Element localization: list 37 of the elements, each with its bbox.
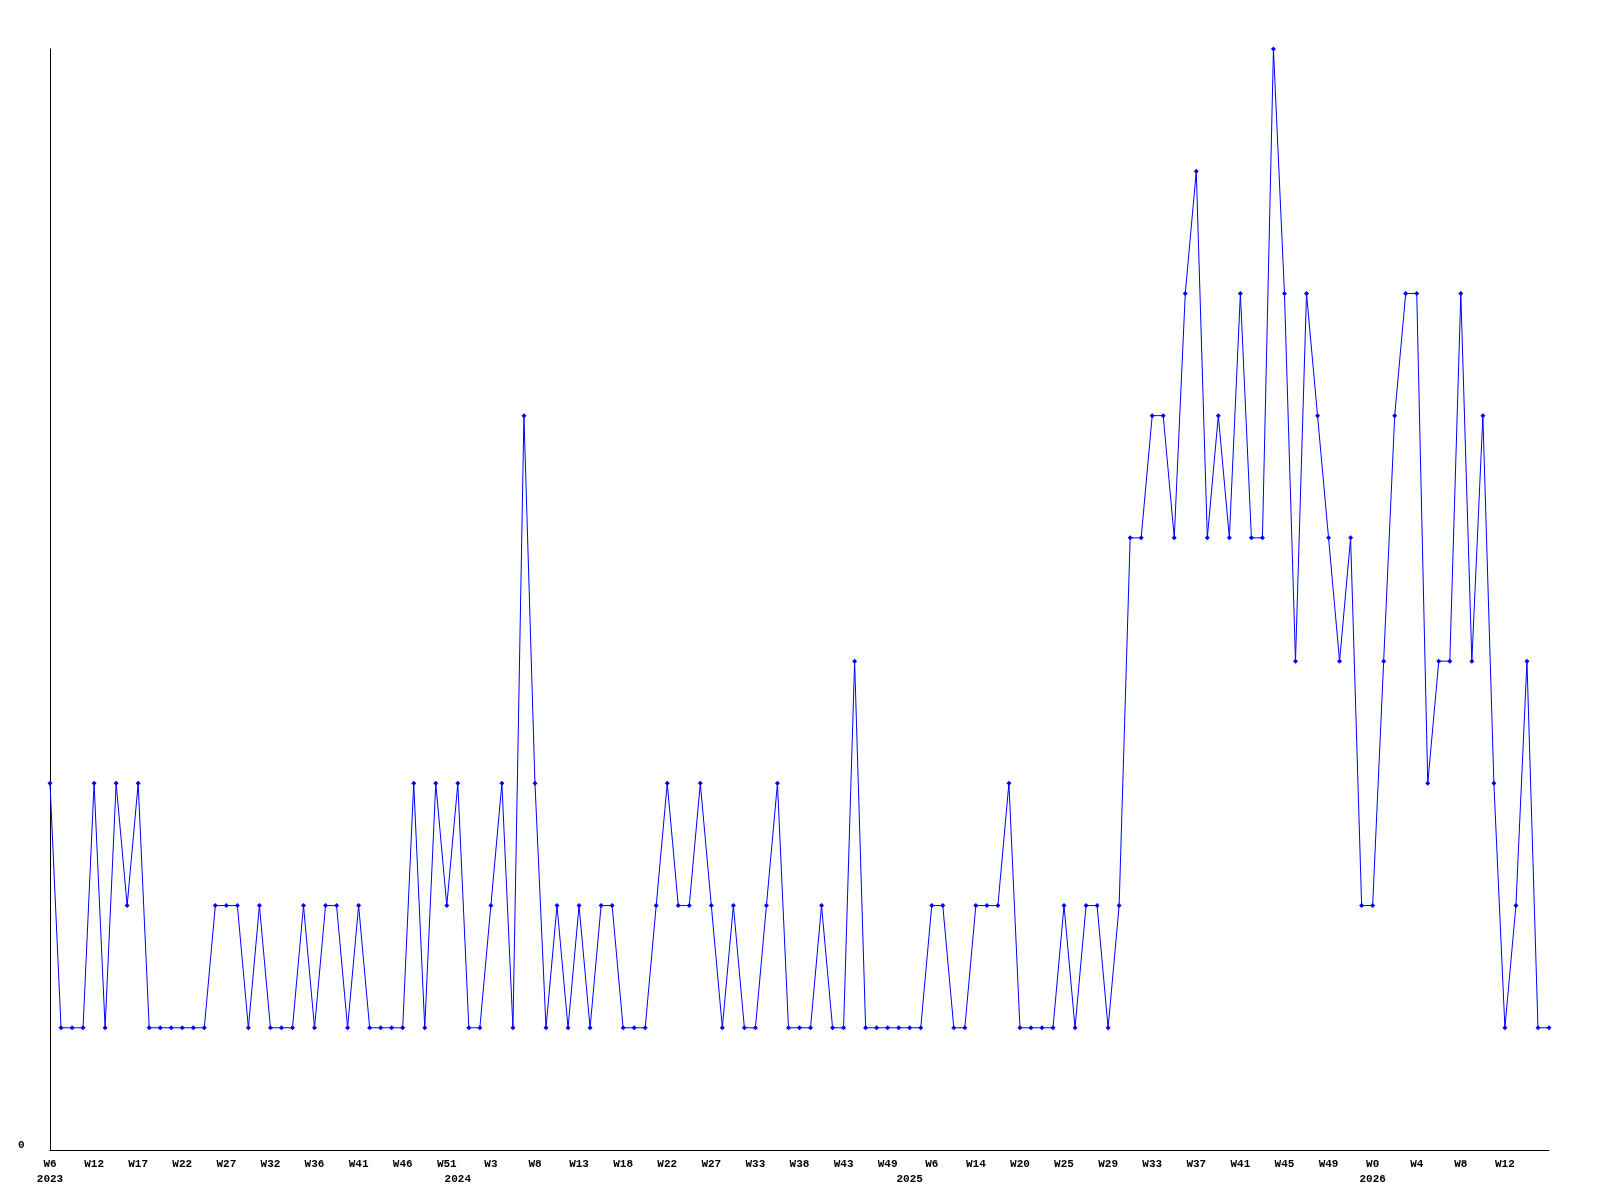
x-tick-label: W36 <box>304 1157 325 1170</box>
x-tick-label: W46 <box>392 1157 413 1170</box>
x-tick-label: W29 <box>1098 1157 1119 1170</box>
x-tick-label: W41 <box>348 1157 369 1170</box>
x-tick-label: W8 <box>1454 1157 1468 1170</box>
x-tick-label: W49 <box>877 1157 898 1170</box>
x-tick-label: W49 <box>1318 1157 1339 1170</box>
x-tick-label: 2024 <box>444 1172 472 1185</box>
x-tick-label: W20 <box>1010 1157 1030 1170</box>
x-tick-label: W38 <box>789 1157 810 1170</box>
x-tick-label: W8 <box>528 1157 542 1170</box>
x-tick-label: W22 <box>657 1157 678 1170</box>
x-tick-label: W6 <box>925 1157 939 1170</box>
x-tick-label: W27 <box>216 1157 237 1170</box>
x-tick-label: W25 <box>1054 1157 1075 1170</box>
x-tick-label: W4 <box>1410 1157 1424 1170</box>
x-tick-label: W12 <box>1495 1157 1515 1170</box>
x-tick-label: W13 <box>569 1157 590 1170</box>
x-tick-label: 2025 <box>896 1172 924 1185</box>
x-tick-label: W45 <box>1274 1157 1295 1170</box>
x-tick-label: W33 <box>1142 1157 1163 1170</box>
x-tick-label: W12 <box>84 1157 104 1170</box>
x-tick-label: W22 <box>172 1157 193 1170</box>
x-tick-label: W0 2026 <box>1359 1157 1386 1185</box>
x-tick-label: W33 <box>745 1157 766 1170</box>
text: 0 <box>18 1138 25 1151</box>
x-tick-label: W51 <box>436 1157 458 1170</box>
x-tick-label: W18 <box>613 1157 634 1170</box>
x-tick-label: W6 2023 <box>36 1157 64 1185</box>
x-tick-label: W32 <box>260 1157 281 1170</box>
x-tick-label: W17 <box>128 1157 149 1170</box>
x-tick-label: W3 <box>484 1157 498 1170</box>
x-tick-label: W43 <box>833 1157 854 1170</box>
x-tick-label: W14 <box>965 1157 987 1170</box>
x-tick-label: W27 <box>701 1157 722 1170</box>
x-tick-label: W41 <box>1230 1157 1251 1170</box>
x-tick-label: W37 <box>1186 1157 1207 1170</box>
